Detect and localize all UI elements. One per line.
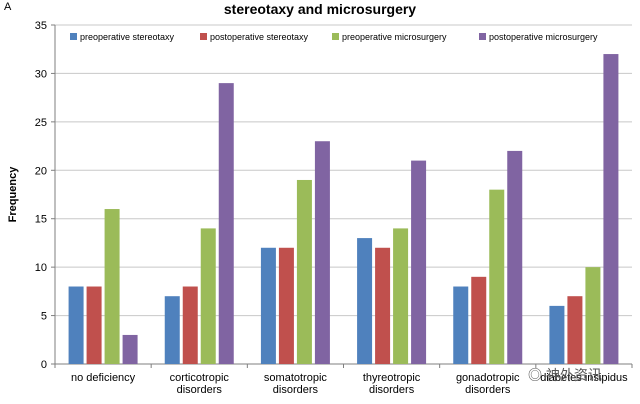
bar: [122, 334, 138, 364]
y-axis-title: Frequency: [7, 166, 19, 223]
bar: [411, 160, 427, 364]
legend-swatch: [70, 33, 77, 40]
y-tick-label: 10: [35, 262, 47, 274]
y-tick-label: 0: [41, 359, 47, 371]
legend-label: postoperative stereotaxy: [210, 32, 309, 42]
bar: [260, 247, 276, 364]
bar: [357, 238, 373, 364]
bar: [471, 276, 487, 364]
legend-swatch: [332, 33, 339, 40]
bar: [68, 286, 84, 364]
watermark: ◎ 神外资讯: [528, 365, 602, 385]
legend-swatch: [479, 33, 486, 40]
bar: [567, 296, 583, 364]
bar: [375, 247, 391, 364]
x-tick-label: gonadotropic: [456, 372, 520, 384]
bar: [603, 54, 619, 365]
legend-label: preoperative stereotaxy: [80, 32, 175, 42]
x-tick-label: diabetes insipidus: [540, 372, 628, 384]
bar: [182, 286, 198, 364]
panel-label: A: [4, 1, 12, 13]
bar: [104, 209, 120, 364]
bar: [453, 286, 469, 364]
bar: [489, 189, 505, 364]
bar: [200, 228, 216, 364]
bar: [296, 179, 312, 364]
y-tick-label: 30: [35, 68, 47, 80]
x-tick-label: no deficiency: [71, 372, 136, 384]
bar: [549, 305, 565, 364]
bar: [278, 247, 294, 364]
chart-title: stereotaxy and microsurgery: [223, 1, 417, 17]
bar: [507, 150, 523, 364]
bar: [164, 296, 180, 364]
y-tick-label: 15: [35, 214, 47, 226]
x-tick-label: thyreotropic: [363, 372, 421, 384]
legend-swatch: [200, 33, 207, 40]
y-tick-label: 25: [35, 117, 47, 129]
watermark-text: 神外资讯: [545, 367, 602, 383]
bar: [86, 286, 102, 364]
bar: [314, 141, 330, 364]
x-tick-label: disorders: [177, 384, 223, 396]
x-tick-label: disorders: [369, 384, 415, 396]
x-tick-label: somatotropic: [264, 372, 327, 384]
y-tick-label: 5: [41, 311, 47, 323]
bar: [218, 83, 234, 364]
bar: [585, 267, 601, 364]
x-tick-label: disorders: [273, 384, 319, 396]
legend-label: preoperative microsurgery: [342, 32, 447, 42]
y-tick-label: 35: [35, 20, 47, 32]
x-tick-label: disorders: [465, 384, 511, 396]
legend-label: postoperative microsurgery: [489, 32, 598, 42]
watermark-icon: ◎: [528, 367, 542, 383]
bar: [393, 228, 409, 364]
y-tick-label: 20: [35, 165, 47, 177]
x-tick-label: corticotropic: [170, 372, 230, 384]
